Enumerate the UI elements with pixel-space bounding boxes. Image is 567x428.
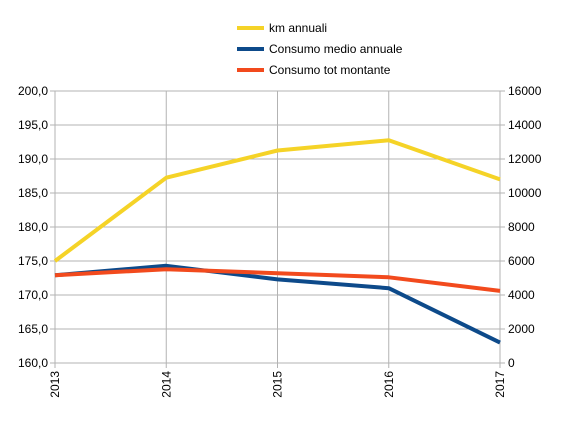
y-right-tick-label: 12000: [508, 152, 542, 166]
y-left-tick-label: 170,0: [18, 288, 48, 302]
y-left-tick-label: 180,0: [18, 220, 48, 234]
legend-label-1: km annuali: [269, 21, 327, 35]
y-right-tick-label: 10000: [508, 186, 542, 200]
legend-label-2: Consumo medio annuale: [269, 42, 403, 56]
y-right-tick-label: 6000: [508, 254, 535, 268]
x-tick-label: 2014: [159, 371, 173, 398]
x-tick-label: 2017: [493, 371, 507, 398]
y-right-tick-label: 8000: [508, 220, 535, 234]
axes: 160,0 165,0 170,0 175,0 180,0 185,0 190,0 195,0…: [18, 84, 542, 398]
y-left-tick-label: 165,0: [18, 322, 48, 336]
y-left-tick-label: 195,0: [18, 118, 48, 132]
y-right-tick-label: 4000: [508, 288, 535, 302]
y-left-tick-label: 185,0: [18, 186, 48, 200]
gridlines: [54, 90, 501, 364]
legend-label-3: Consumo tot montante: [269, 63, 391, 77]
y-left-tick-label: 175,0: [18, 254, 48, 268]
series-lines: [53, 138, 501, 345]
y-left-tick-label: 200,0: [18, 84, 48, 98]
y-right-tick-label: 14000: [508, 118, 542, 132]
x-tick-label: 2013: [48, 371, 62, 398]
y-right-tick-label: 2000: [508, 322, 535, 336]
y-left-tick-label: 160,0: [18, 356, 48, 370]
x-tick-label: 2016: [382, 371, 396, 398]
y-right-tick-label: 0: [508, 356, 515, 370]
y-right-tick-label: 16000: [508, 84, 542, 98]
x-tick-label: 2015: [271, 371, 285, 398]
y-left-tick-label: 190,0: [18, 152, 48, 166]
legend: km annuali Consumo medio annuale Consumo t…: [237, 21, 403, 77]
